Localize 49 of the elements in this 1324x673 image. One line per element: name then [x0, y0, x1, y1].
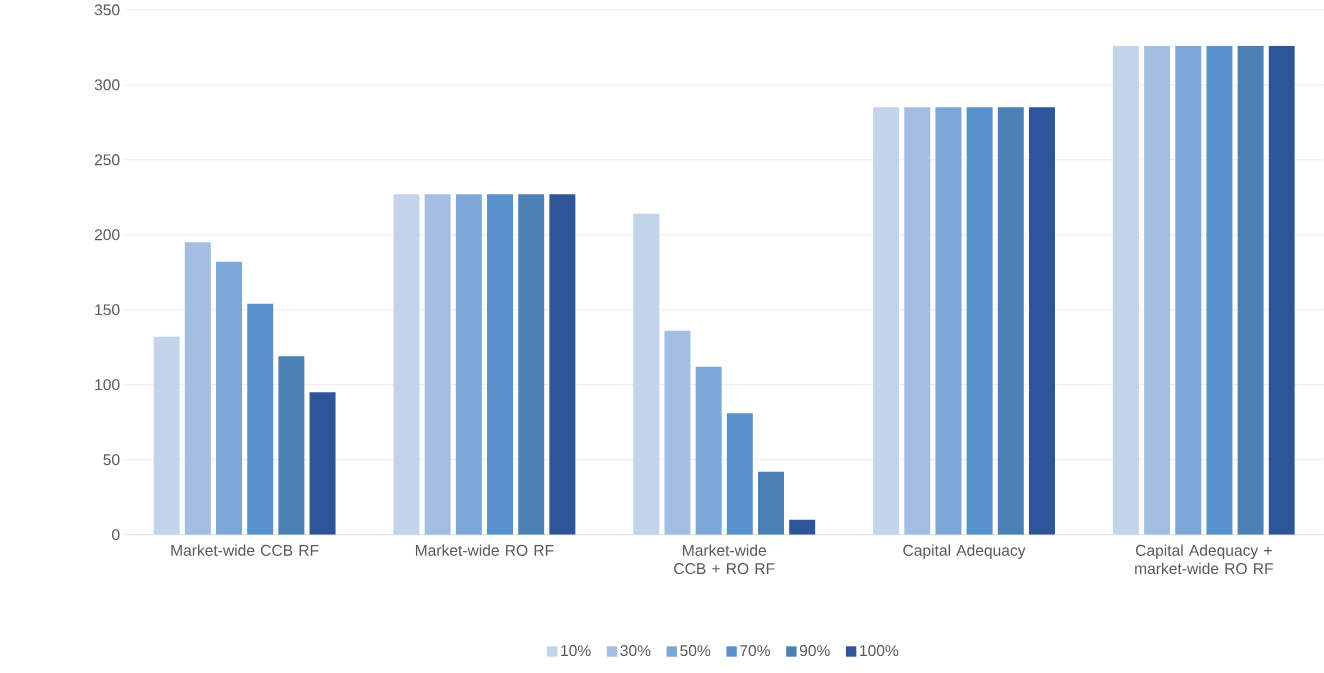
bar	[997, 107, 1024, 535]
bar	[247, 303, 274, 535]
bar	[726, 413, 753, 535]
bar	[278, 356, 305, 535]
bar	[1112, 46, 1139, 535]
legend-label: 100%	[860, 645, 899, 657]
bar	[455, 194, 482, 535]
bar	[1144, 46, 1171, 535]
bar	[633, 213, 660, 535]
bar	[549, 194, 576, 535]
bar	[424, 194, 451, 535]
y-tick-label: 0	[112, 529, 120, 541]
bar	[518, 194, 545, 535]
bar	[487, 194, 513, 535]
x-tick-label: Market-wide CCB + RO RF	[674, 544, 775, 575]
bar	[216, 261, 243, 535]
bar	[1237, 46, 1264, 535]
legend-label: 10%	[561, 645, 591, 657]
y-tick-label: 300	[94, 79, 120, 91]
bar	[1268, 46, 1295, 535]
bar	[873, 107, 900, 535]
x-tick-label: Market-wide RO RF	[415, 544, 554, 557]
bar	[966, 107, 993, 535]
bar	[393, 194, 420, 535]
legend-label: 90%	[799, 645, 830, 657]
y-tick-label: 50	[103, 454, 120, 466]
y-tick-label: 350	[94, 4, 120, 16]
bar	[758, 471, 784, 535]
bar	[153, 336, 180, 535]
bar	[1206, 46, 1233, 535]
x-tick-label: Market-wide CCB RF	[171, 544, 319, 557]
legend-label: 70%	[740, 645, 771, 657]
y-tick-label: 200	[94, 229, 120, 241]
y-tick-label: 150	[95, 304, 120, 316]
legend-label: 50%	[680, 645, 711, 657]
bar	[309, 392, 336, 535]
bar	[904, 107, 931, 535]
bar	[695, 366, 722, 535]
x-tick-label: Capital Adequacy + market-wide RO RF	[1135, 544, 1273, 575]
bar	[935, 107, 962, 535]
bar	[789, 519, 816, 535]
y-tick-label: 250	[94, 154, 120, 166]
bar	[1029, 107, 1055, 535]
x-tick-label: Capital Adequacy	[903, 544, 1026, 560]
bar	[1175, 46, 1202, 535]
bar	[664, 330, 691, 535]
y-tick-label: 100	[95, 379, 120, 391]
legend-label: 30%	[620, 645, 651, 657]
bar	[184, 242, 211, 535]
